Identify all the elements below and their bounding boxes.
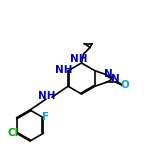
Text: N: N: [111, 74, 120, 83]
Text: NH: NH: [55, 65, 72, 75]
Text: F: F: [42, 112, 50, 122]
Text: N: N: [104, 69, 113, 79]
Text: O: O: [120, 80, 129, 90]
Text: NH: NH: [38, 91, 56, 101]
Text: Cl: Cl: [7, 128, 19, 138]
Text: NH: NH: [70, 55, 88, 64]
